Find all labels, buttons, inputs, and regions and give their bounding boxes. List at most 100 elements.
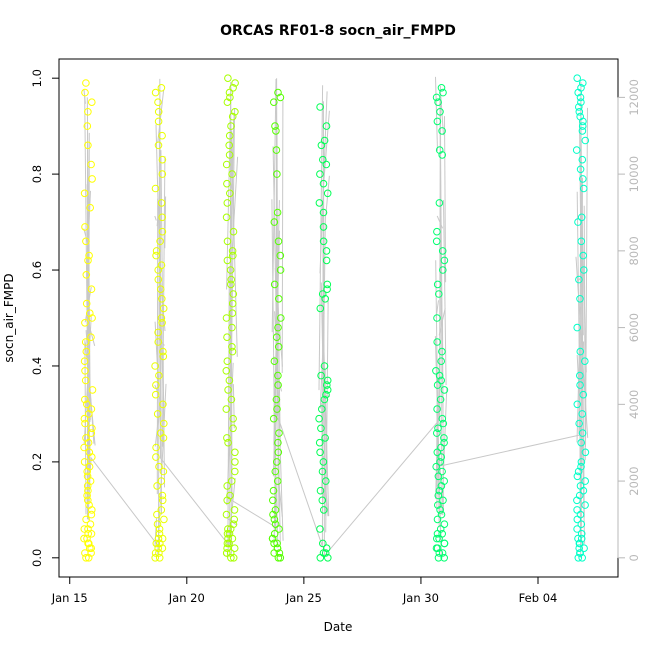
data-point	[226, 266, 235, 274]
data-point	[574, 467, 583, 476]
data-point	[86, 520, 95, 529]
data-point	[581, 136, 590, 145]
data-point	[323, 285, 331, 294]
data-point	[159, 347, 167, 356]
data-point	[270, 98, 278, 106]
data-point	[316, 448, 324, 457]
data-point	[231, 458, 239, 466]
data-point	[275, 429, 283, 437]
altitude-trace-segment	[232, 384, 235, 429]
data-point	[579, 117, 587, 126]
altitude-trace-segment	[585, 107, 588, 448]
data-point	[157, 84, 166, 92]
data-point	[229, 84, 237, 92]
data-point	[439, 419, 448, 428]
data-point	[223, 98, 232, 106]
data-point	[434, 491, 443, 500]
data-point	[225, 131, 234, 140]
data-point	[574, 218, 582, 226]
altitude-trace-segment	[83, 228, 89, 246]
data-point	[433, 314, 441, 322]
data-point	[228, 534, 237, 543]
data-point	[159, 400, 167, 409]
data-point	[276, 554, 285, 562]
y2-tick-label: 10000	[627, 156, 641, 193]
data-point	[151, 362, 159, 370]
data-point	[229, 251, 237, 260]
data-point	[577, 237, 586, 246]
data-point	[158, 227, 167, 236]
y-axis: 0.0 0.2 0.4 0.6 0.8 1.0	[30, 69, 60, 567]
data-point	[433, 338, 442, 346]
data-point	[86, 203, 94, 212]
data-point	[316, 525, 324, 533]
data-point	[275, 295, 283, 303]
data-point	[85, 539, 93, 548]
y-tick-label: 0.2	[30, 453, 44, 471]
data-point	[153, 410, 162, 418]
data-point	[573, 400, 582, 409]
data-point	[573, 323, 582, 332]
data-point	[576, 165, 585, 174]
data-point	[151, 554, 159, 562]
data-point	[88, 424, 96, 433]
data-point	[151, 88, 160, 97]
data-point	[80, 443, 88, 452]
data-point	[438, 127, 446, 135]
data-point	[271, 467, 280, 476]
data-point	[322, 256, 331, 265]
data-point	[87, 285, 96, 294]
data-point	[575, 103, 583, 111]
data-point	[437, 376, 446, 385]
data-point	[227, 395, 236, 404]
data-point	[577, 534, 586, 543]
data-point	[434, 424, 442, 433]
y-tick-label: 0.4	[30, 357, 44, 375]
data-point	[228, 170, 236, 178]
data-point	[153, 482, 161, 490]
data-point	[438, 414, 447, 423]
altitude-trace-segment	[443, 200, 447, 386]
data-point	[438, 247, 447, 255]
x-tick-label: Jan 15	[51, 591, 88, 605]
data-point	[270, 549, 279, 557]
data-point	[438, 467, 446, 476]
data-point	[225, 151, 234, 159]
altitude-trace-segment	[323, 344, 330, 517]
data-point	[85, 251, 93, 260]
data-point	[433, 429, 441, 437]
data-point	[227, 122, 235, 130]
data-point	[579, 184, 588, 193]
data-point	[439, 266, 447, 274]
data-point	[573, 506, 581, 514]
data-point	[231, 79, 239, 87]
altitude-trace-segment	[230, 131, 233, 209]
data-point	[223, 544, 231, 553]
data-point	[223, 199, 232, 207]
data-point	[85, 410, 93, 418]
data-point	[277, 314, 285, 322]
data-point	[154, 266, 162, 274]
data-point	[82, 299, 91, 308]
data-point	[320, 506, 328, 514]
data-point	[151, 390, 160, 399]
data-point	[80, 525, 89, 533]
data-point	[228, 323, 236, 332]
data-point	[319, 458, 328, 466]
data-point	[229, 227, 238, 236]
data-point	[82, 515, 90, 524]
data-point	[88, 386, 97, 394]
data-point	[230, 515, 238, 524]
data-point	[151, 549, 160, 557]
data-point	[81, 419, 89, 428]
data-point	[274, 438, 282, 447]
data-point	[573, 525, 581, 533]
data-point	[318, 405, 326, 413]
data-point	[223, 434, 231, 442]
altitude-trace-segment	[580, 187, 585, 518]
data-point	[319, 155, 327, 164]
data-point	[88, 453, 96, 461]
data-point	[159, 352, 168, 361]
altitude-trace-segment	[154, 518, 157, 548]
